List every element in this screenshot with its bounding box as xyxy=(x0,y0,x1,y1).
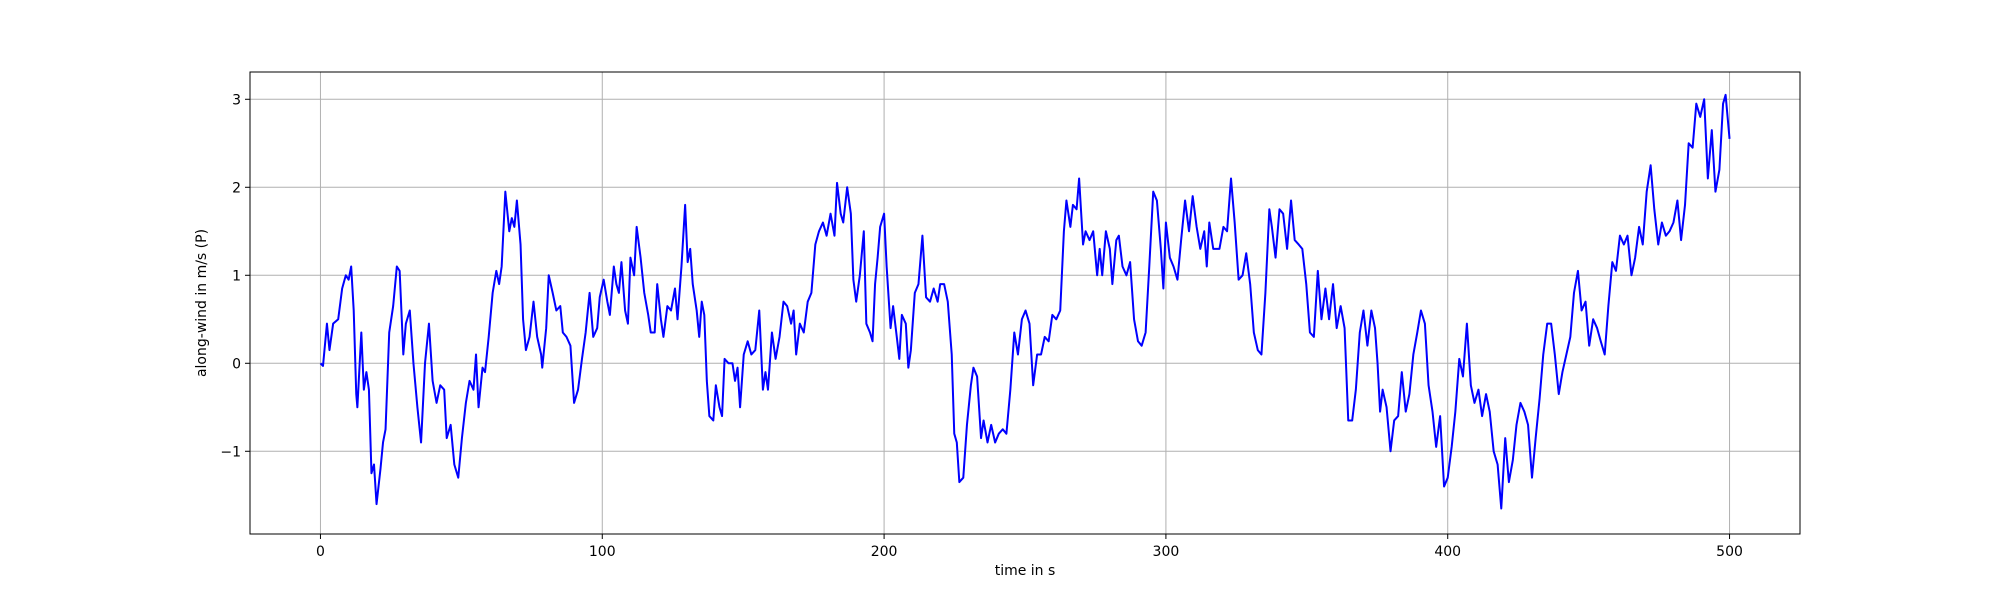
grid-layer xyxy=(250,72,1800,534)
x-tick-label: 500 xyxy=(1716,544,1743,560)
y-axis-label: along-wind in m/s (P) xyxy=(194,229,210,377)
axes-frame xyxy=(249,71,1801,535)
x-tick-label: 200 xyxy=(871,544,898,560)
data-line xyxy=(319,93,1731,510)
x-tick-label: 100 xyxy=(589,544,616,560)
y-tick-label: 0 xyxy=(232,356,241,372)
x-tick-label: 300 xyxy=(1153,544,1180,560)
y-tick-label: −1 xyxy=(220,444,241,460)
y-tick-label: 3 xyxy=(232,92,241,108)
y-tick-label: 1 xyxy=(232,268,241,284)
data-layer xyxy=(319,93,1731,510)
x-tick-label: 400 xyxy=(1434,544,1461,560)
x-tick-label: 0 xyxy=(316,544,325,560)
x-axis-label: time in s xyxy=(995,563,1056,579)
y-tick-label: 2 xyxy=(232,180,241,196)
